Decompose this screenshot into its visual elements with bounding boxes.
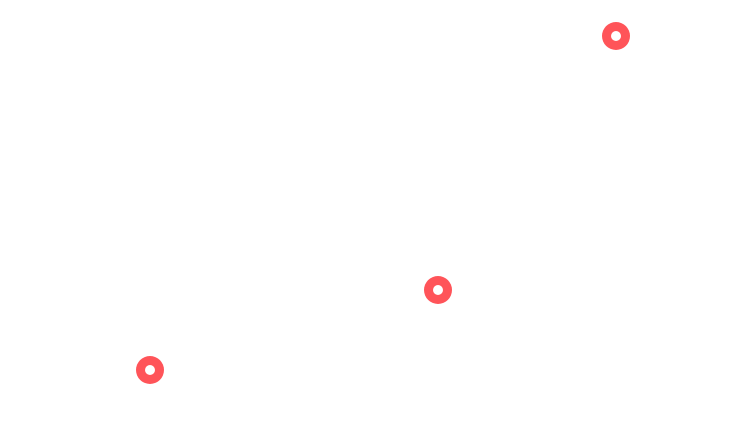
ring-marker-icon[interactable] [602, 22, 630, 50]
ring-marker-icon[interactable] [136, 356, 164, 384]
ring-marker-center [433, 285, 443, 295]
ring-marker-icon[interactable] [424, 276, 452, 304]
ring-marker-center [611, 31, 621, 41]
ring-marker-center [145, 365, 155, 375]
